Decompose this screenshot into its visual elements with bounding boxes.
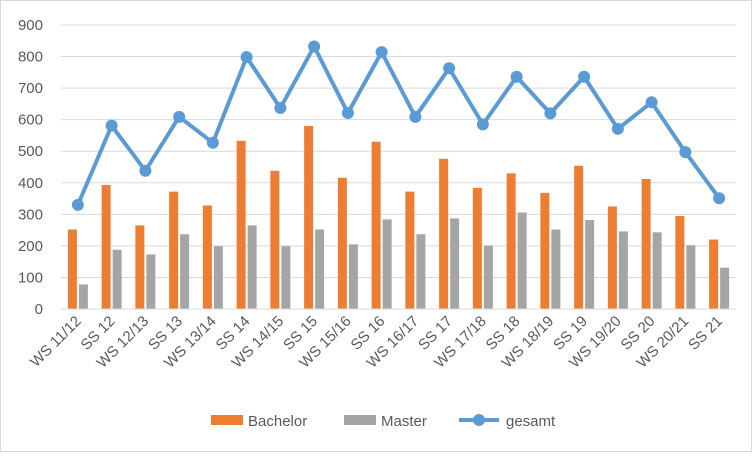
bar-master [281, 246, 291, 309]
point-gesamt [308, 40, 321, 53]
bars [67, 125, 730, 309]
bar-master [213, 246, 223, 309]
bar-master [652, 232, 662, 309]
point-gesamt [173, 110, 186, 123]
y-tick-label: 100 [18, 269, 43, 286]
bar-master [382, 219, 392, 309]
y-tick-label: 800 [18, 49, 43, 66]
y-axis-tick-labels: 0 100 200 300 400 500 600 700 800 900 [18, 17, 43, 318]
legend: Bachelor Master gesamt [211, 413, 556, 430]
legend-swatch-bachelor [211, 415, 243, 425]
bar-master [78, 284, 88, 309]
y-tick-label: 400 [18, 175, 43, 192]
bar-bachelor [236, 140, 246, 309]
legend-label-gesamt: gesamt [506, 413, 556, 430]
point-gesamt [510, 70, 523, 83]
y-tick-label: 700 [18, 80, 43, 97]
bar-bachelor [371, 141, 381, 309]
point-gesamt [611, 122, 624, 135]
bar-bachelor [304, 125, 314, 309]
bar-bachelor [202, 205, 212, 309]
point-gesamt [443, 62, 456, 75]
bar-bachelor [101, 184, 111, 309]
bar-bachelor [472, 187, 482, 309]
bar-master [146, 254, 156, 309]
bar-master [247, 225, 257, 309]
bar-master [180, 234, 190, 309]
point-gesamt [139, 164, 152, 177]
bar-master [720, 267, 730, 309]
line-gesamt [76, 44, 721, 206]
point-gesamt [544, 107, 557, 120]
point-gesamt [240, 51, 253, 64]
legend-label-master: Master [381, 413, 427, 430]
bar-bachelor [405, 191, 415, 309]
y-tick-label: 0 [35, 301, 43, 318]
bar-bachelor [574, 165, 584, 309]
bar-bachelor [709, 239, 719, 309]
bar-bachelor [641, 178, 651, 309]
point-gesamt [341, 107, 354, 120]
point-gesamt [713, 192, 726, 205]
point-gesamt [679, 146, 692, 159]
point-gesamt [578, 70, 591, 83]
bar-bachelor [135, 225, 145, 309]
y-tick-label: 500 [18, 143, 43, 160]
line-series [71, 40, 726, 211]
bar-bachelor [67, 229, 77, 309]
bar-master [551, 229, 561, 309]
bar-master [416, 234, 426, 309]
legend-swatch-master [344, 415, 376, 425]
bar-master [686, 245, 696, 309]
point-gesamt [274, 101, 287, 114]
bar-master [483, 245, 493, 309]
point-gesamt [71, 198, 84, 211]
bar-master [315, 229, 325, 309]
y-tick-label: 600 [18, 112, 43, 129]
point-gesamt [409, 110, 422, 123]
point-gesamt [206, 136, 219, 149]
x-tick-label: SS 21 [685, 313, 726, 354]
y-tick-label: 300 [18, 206, 43, 223]
legend-label-bachelor: Bachelor [248, 413, 307, 430]
bar-master [112, 249, 122, 309]
bar-bachelor [607, 206, 617, 309]
y-tick-label: 900 [18, 17, 43, 34]
bar-bachelor [439, 158, 449, 309]
bar-bachelor [169, 191, 179, 309]
bar-master [348, 244, 358, 309]
y-tick-label: 200 [18, 238, 43, 255]
bar-bachelor [675, 215, 685, 309]
bar-bachelor [540, 192, 550, 309]
x-tick-label: WS 11/12 [27, 313, 85, 371]
point-gesamt [375, 46, 388, 59]
legend-marker-gesamt [473, 414, 485, 426]
bar-master [450, 218, 460, 309]
gridlines [61, 24, 736, 278]
bar-master [585, 220, 595, 309]
point-gesamt [645, 96, 658, 109]
point-gesamt [105, 119, 118, 132]
bar-bachelor [506, 173, 516, 309]
bar-master [517, 212, 527, 309]
bar-master [618, 231, 628, 309]
bar-bachelor [337, 177, 347, 309]
bar-bachelor [270, 170, 280, 309]
point-gesamt [476, 118, 489, 131]
